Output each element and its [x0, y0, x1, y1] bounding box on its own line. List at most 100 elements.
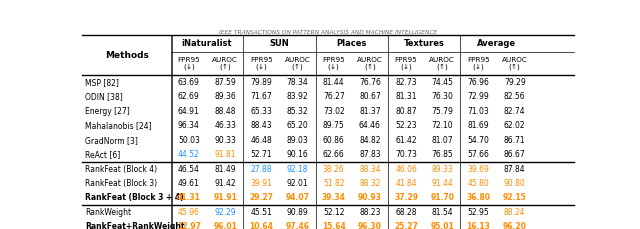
- Text: 29.27: 29.27: [250, 194, 273, 202]
- Text: AUROC
(↑): AUROC (↑): [429, 57, 455, 71]
- Text: 41.84: 41.84: [396, 179, 417, 188]
- Text: 82.73: 82.73: [396, 78, 417, 87]
- Text: 89.75: 89.75: [323, 121, 344, 130]
- Text: 78.34: 78.34: [287, 78, 308, 87]
- Text: 38.26: 38.26: [323, 165, 344, 174]
- Text: FPR95
(↓): FPR95 (↓): [467, 57, 490, 71]
- Text: 81.49: 81.49: [214, 165, 236, 174]
- Text: 95.01: 95.01: [431, 222, 454, 229]
- Text: 51.82: 51.82: [323, 179, 344, 188]
- Text: 79.29: 79.29: [504, 78, 525, 87]
- Text: 25.27: 25.27: [394, 222, 418, 229]
- Text: 65.20: 65.20: [287, 121, 308, 130]
- Text: 41.31: 41.31: [177, 194, 201, 202]
- Text: 91.42: 91.42: [214, 179, 236, 188]
- Text: 76.85: 76.85: [431, 150, 453, 159]
- Text: 71.03: 71.03: [468, 107, 490, 116]
- Text: 45.96: 45.96: [178, 208, 200, 217]
- Text: MSP [82]: MSP [82]: [85, 78, 119, 87]
- Text: 57.66: 57.66: [468, 150, 490, 159]
- Text: 90.16: 90.16: [287, 150, 308, 159]
- Text: 46.06: 46.06: [395, 165, 417, 174]
- Text: 64.91: 64.91: [178, 107, 200, 116]
- Text: 50.03: 50.03: [178, 136, 200, 145]
- Text: 81.31: 81.31: [396, 92, 417, 101]
- Text: FPR95
(↓): FPR95 (↓): [177, 57, 200, 71]
- Text: 91.44: 91.44: [431, 179, 453, 188]
- Text: 76.96: 76.96: [468, 78, 490, 87]
- Text: 46.33: 46.33: [214, 121, 236, 130]
- Text: 88.32: 88.32: [359, 179, 381, 188]
- Text: 39.34: 39.34: [322, 194, 346, 202]
- Text: Places: Places: [337, 39, 367, 48]
- Text: 72.99: 72.99: [468, 92, 490, 101]
- Text: 62.69: 62.69: [178, 92, 200, 101]
- Text: SUN: SUN: [269, 39, 289, 48]
- Text: 44.52: 44.52: [178, 150, 200, 159]
- Text: 62.66: 62.66: [323, 150, 344, 159]
- Text: 68.28: 68.28: [396, 208, 417, 217]
- Text: 90.93: 90.93: [358, 194, 382, 202]
- Text: 39.91: 39.91: [250, 179, 272, 188]
- Text: 10.64: 10.64: [250, 222, 273, 229]
- Text: Average: Average: [477, 39, 516, 48]
- Text: RankFeat (Block 4): RankFeat (Block 4): [85, 165, 157, 174]
- Text: ReAct [6]: ReAct [6]: [85, 150, 120, 159]
- Text: 86.71: 86.71: [504, 136, 525, 145]
- Text: 39.69: 39.69: [468, 165, 490, 174]
- Text: 74.45: 74.45: [431, 78, 453, 87]
- Text: 81.07: 81.07: [431, 136, 453, 145]
- Text: 70.73: 70.73: [395, 150, 417, 159]
- Text: 89.03: 89.03: [287, 136, 308, 145]
- Text: 94.07: 94.07: [285, 194, 310, 202]
- Text: 81.69: 81.69: [468, 121, 490, 130]
- Text: 36.80: 36.80: [467, 194, 490, 202]
- Text: 71.67: 71.67: [250, 92, 272, 101]
- Text: FPR95
(↓): FPR95 (↓): [250, 57, 273, 71]
- Text: 96.20: 96.20: [503, 222, 527, 229]
- Text: 76.27: 76.27: [323, 92, 344, 101]
- Text: 82.56: 82.56: [504, 92, 525, 101]
- Text: 87.83: 87.83: [359, 150, 381, 159]
- Text: 88.34: 88.34: [359, 165, 381, 174]
- Text: 88.23: 88.23: [359, 208, 381, 217]
- Text: Textures: Textures: [404, 39, 445, 48]
- Text: AUROC
(↑): AUROC (↑): [285, 57, 310, 71]
- Text: 45.80: 45.80: [468, 179, 490, 188]
- Text: IEEE TRANSACTIONS ON PATTERN ANALYSIS AND MACHINE INTELLIGENCE: IEEE TRANSACTIONS ON PATTERN ANALYSIS AN…: [219, 30, 437, 35]
- Text: 65.33: 65.33: [250, 107, 272, 116]
- Text: 90.89: 90.89: [287, 208, 308, 217]
- Text: 86.67: 86.67: [504, 150, 525, 159]
- Text: ODIN [38]: ODIN [38]: [85, 92, 123, 101]
- Text: 72.10: 72.10: [431, 121, 453, 130]
- Text: 52.95: 52.95: [468, 208, 490, 217]
- Text: GradNorm [3]: GradNorm [3]: [85, 136, 138, 145]
- Text: 96.30: 96.30: [358, 222, 382, 229]
- Text: 60.86: 60.86: [323, 136, 344, 145]
- Text: AUROC
(↑): AUROC (↑): [502, 57, 528, 71]
- Text: 64.46: 64.46: [359, 121, 381, 130]
- Text: 88.24: 88.24: [504, 208, 525, 217]
- Text: AUROC
(↑): AUROC (↑): [357, 57, 383, 71]
- Text: 27.88: 27.88: [250, 165, 272, 174]
- Text: 81.37: 81.37: [359, 107, 381, 116]
- Text: RankFeat (Block 3): RankFeat (Block 3): [85, 179, 157, 188]
- Text: 87.59: 87.59: [214, 78, 236, 87]
- Text: 89.33: 89.33: [431, 165, 453, 174]
- Text: 91.70: 91.70: [430, 194, 454, 202]
- Text: 52.71: 52.71: [250, 150, 272, 159]
- Text: Energy [27]: Energy [27]: [85, 107, 130, 116]
- Text: Mahalanobis [24]: Mahalanobis [24]: [85, 121, 152, 130]
- Text: 90.80: 90.80: [504, 179, 525, 188]
- Text: 89.36: 89.36: [214, 92, 236, 101]
- Text: RankFeat+RankWeight: RankFeat+RankWeight: [85, 222, 184, 229]
- Text: 88.43: 88.43: [250, 121, 272, 130]
- Text: 85.32: 85.32: [287, 107, 308, 116]
- Text: 82.74: 82.74: [504, 107, 525, 116]
- Text: 84.82: 84.82: [359, 136, 381, 145]
- Text: 92.15: 92.15: [503, 194, 527, 202]
- Text: 61.42: 61.42: [396, 136, 417, 145]
- Text: 45.51: 45.51: [250, 208, 272, 217]
- Text: 79.89: 79.89: [250, 78, 272, 87]
- Text: 88.48: 88.48: [214, 107, 236, 116]
